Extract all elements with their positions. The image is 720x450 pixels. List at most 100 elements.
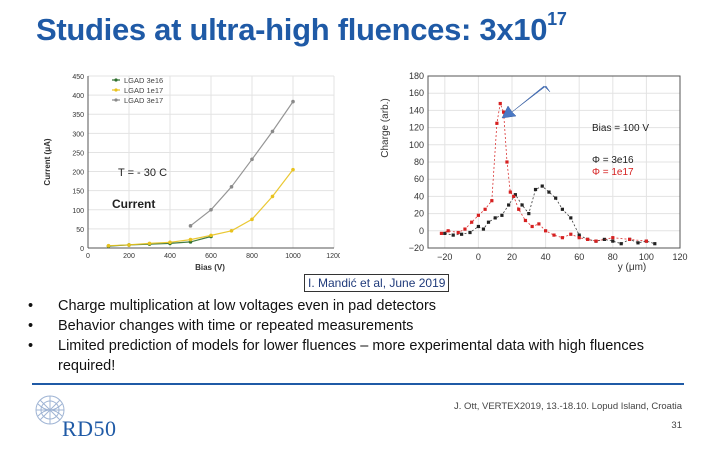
current-vs-bias-chart: 0 50 100 150 200 250 300 350 400 450 0 200 400 600 800…	[43, 74, 340, 272]
footer-divider	[32, 383, 684, 385]
data-point	[530, 224, 534, 229]
bullet-item: Behavior changes with time or repeated m…	[28, 316, 668, 336]
y-tick-label: 160	[409, 88, 424, 98]
bullet-list: Charge multiplication at low voltages ev…	[28, 296, 668, 376]
y-tick-label: 0	[419, 226, 424, 236]
y-tick-label: 300	[72, 131, 84, 138]
data-point	[502, 110, 506, 114]
y-tick-label: −20	[409, 243, 424, 253]
data-point	[476, 213, 480, 217]
data-point	[508, 190, 512, 194]
data-point	[611, 239, 615, 243]
data-point	[481, 227, 486, 231]
peak-arrow-icon	[501, 85, 551, 119]
temperature-annotation: T = - 30 C	[118, 167, 167, 179]
y-axis-label: Current (μA)	[43, 138, 52, 185]
data-point	[644, 239, 648, 243]
data-point	[291, 167, 295, 172]
data-point	[493, 216, 497, 220]
data-point	[517, 207, 521, 211]
data-point	[460, 232, 464, 236]
data-point	[463, 227, 467, 231]
data-point	[628, 237, 632, 241]
data-point	[209, 233, 213, 238]
y-tick-label: 100	[409, 140, 424, 150]
x-tick-label: 600	[205, 253, 217, 260]
data-point	[513, 193, 517, 197]
page-number: 31	[671, 420, 682, 431]
data-point	[188, 224, 193, 228]
x-tick-label: 100	[639, 252, 654, 262]
data-point	[577, 233, 581, 237]
data-point	[653, 242, 657, 246]
data-point	[188, 237, 193, 242]
legend-marker	[114, 98, 118, 102]
data-point	[127, 243, 131, 247]
data-point	[552, 233, 556, 237]
legend-label: LGAD 1e17	[124, 86, 163, 95]
series-line	[108, 169, 294, 247]
legend-label: Φ = 3e16	[592, 155, 634, 166]
data-point	[291, 99, 295, 104]
data-point	[476, 224, 480, 229]
charge-vs-position-chart: −20 0 20 40 60 80 100 120 140 160 180 −20 0 20 40 60 80 1…	[380, 71, 688, 273]
data-point	[569, 216, 573, 220]
y-tick-label: 180	[409, 71, 424, 81]
data-point	[270, 129, 275, 134]
data-point	[470, 220, 474, 224]
data-point	[602, 237, 606, 241]
data-point	[250, 157, 254, 162]
data-point	[544, 229, 548, 233]
data-point	[446, 229, 450, 233]
x-tick-label: −20	[437, 252, 452, 262]
y-tick-label: 450	[72, 74, 84, 81]
y-tick-label: 100	[72, 208, 84, 215]
data-point	[560, 236, 564, 240]
data-point	[533, 187, 538, 192]
data-point	[619, 242, 623, 246]
data-point	[209, 207, 213, 212]
y-tick-label: 60	[414, 174, 424, 184]
y-axis-label: Charge (arb.)	[380, 98, 391, 157]
data-point	[500, 213, 504, 217]
data-point	[486, 220, 491, 224]
x-tick-label: 1200	[326, 253, 340, 260]
y-tick-label: 40	[414, 191, 424, 201]
y-tick-label: 150	[72, 189, 84, 196]
legend-label: LGAD 3e16	[124, 76, 163, 85]
data-point	[443, 231, 447, 235]
x-tick-label: 400	[164, 253, 176, 260]
data-point	[636, 241, 640, 245]
data-point	[456, 230, 460, 235]
plot-frame	[427, 75, 681, 249]
slide-title-text: Studies at ultra-high fluences: 3x10	[36, 12, 548, 47]
y-tick-label: 0	[80, 246, 84, 253]
data-point	[569, 232, 573, 236]
legend-marker	[114, 88, 118, 92]
legend-marker	[114, 78, 118, 82]
x-tick-label: 80	[608, 252, 618, 262]
y-tick-label: 400	[72, 93, 84, 100]
data-point	[439, 231, 444, 235]
x-axis-label: y (μm)	[618, 262, 647, 273]
slide-title: Studies at ultra-high fluences: 3x1017	[36, 9, 567, 48]
data-point	[483, 207, 487, 211]
data-point	[229, 185, 234, 189]
data-point	[106, 243, 111, 248]
data-point	[250, 217, 254, 222]
y-tick-label: 200	[72, 170, 84, 177]
x-tick-label: 1000	[285, 253, 301, 260]
data-point	[229, 229, 234, 233]
y-tick-label: 50	[76, 227, 84, 234]
x-tick-label: 20	[507, 252, 517, 262]
x-tick-label: 120	[672, 252, 687, 262]
data-point	[527, 212, 531, 216]
data-point	[560, 207, 564, 211]
y-tick-label: 20	[414, 209, 424, 219]
data-point	[451, 233, 455, 237]
y-tick-label: 120	[409, 123, 424, 133]
x-axis-label: Bias (V)	[195, 263, 225, 272]
data-point	[495, 121, 499, 125]
data-point	[586, 237, 590, 241]
y-tick-label: 250	[72, 150, 84, 157]
